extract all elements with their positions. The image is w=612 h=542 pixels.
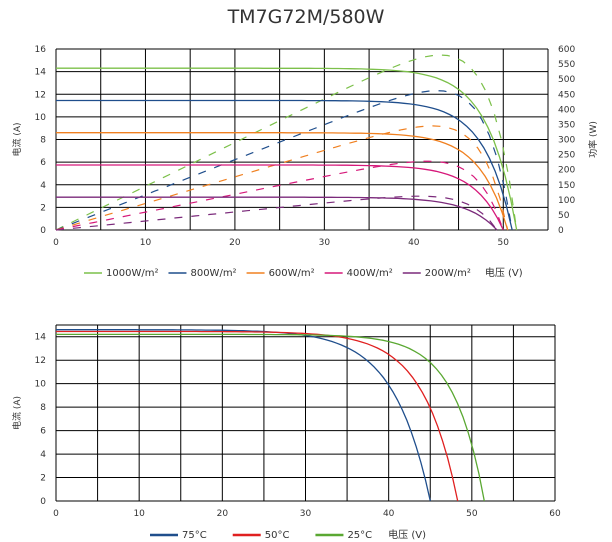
x-tick-label: 0 xyxy=(53,509,59,519)
x-tick-label: 10 xyxy=(140,238,152,248)
x-tick-label: 60 xyxy=(549,509,561,519)
y-tick-label: 12 xyxy=(35,356,46,366)
y2-tick-label: 150 xyxy=(558,181,575,191)
legend-label: 50°C xyxy=(265,530,290,541)
y2-tick-label: 250 xyxy=(558,151,575,161)
y2-tick-label: 350 xyxy=(558,120,575,130)
y2-tick-label: 500 xyxy=(558,75,575,85)
x-tick-label: 30 xyxy=(300,509,312,519)
y2-tick-label: 400 xyxy=(558,105,575,115)
legend-label: 200W/m² xyxy=(425,268,471,279)
iv-curve xyxy=(56,196,498,231)
x-tick-label: 20 xyxy=(229,238,241,248)
y-tick-label: 2 xyxy=(40,203,46,213)
y-tick-label: 8 xyxy=(40,136,46,146)
y2-tick-label: 600 xyxy=(558,45,575,55)
x-tick-label: 0 xyxy=(53,238,59,248)
x-tick-label: 30 xyxy=(319,238,331,248)
x-tick-label: 40 xyxy=(383,509,395,519)
legend-label: 25°C xyxy=(347,530,372,541)
x-tick-label: 10 xyxy=(133,509,145,519)
legend-label: 1000W/m² xyxy=(106,268,158,279)
iv-curve xyxy=(56,329,431,502)
power-curve xyxy=(55,195,498,231)
legend-label: 600W/m² xyxy=(269,268,315,279)
power-curve xyxy=(55,89,513,231)
y-tick-label: 16 xyxy=(35,45,47,55)
iv-curve xyxy=(56,99,513,231)
y-tick-label: 0 xyxy=(40,497,46,507)
y2-tick-label: 450 xyxy=(558,90,575,100)
power-curve xyxy=(55,54,518,231)
x-tick-label: 20 xyxy=(217,509,229,519)
chart-title: TM7G72M/580W xyxy=(227,6,385,28)
y-tick-label: 4 xyxy=(40,181,46,191)
x-tick-label: 50 xyxy=(466,509,478,519)
y-tick-label: 6 xyxy=(40,158,46,168)
y-tick-label: 2 xyxy=(40,474,46,484)
legend-label: 400W/m² xyxy=(347,268,393,279)
y-axis-label: 电流 (A) xyxy=(11,396,23,430)
y-tick-label: 6 xyxy=(40,427,46,437)
power-curve xyxy=(55,160,504,231)
x-axis-label: 电压 (V) xyxy=(485,266,523,279)
iv-curve xyxy=(56,333,485,502)
y2-tick-label: 100 xyxy=(558,196,575,206)
x-tick-label: 50 xyxy=(498,238,510,248)
y-tick-label: 10 xyxy=(35,380,47,390)
y-tick-label: 12 xyxy=(35,90,46,100)
iv-curve xyxy=(56,67,518,231)
y-tick-label: 0 xyxy=(40,226,46,236)
y-tick-label: 14 xyxy=(35,333,47,343)
y2-tick-label: 0 xyxy=(558,226,564,236)
y-tick-label: 14 xyxy=(35,68,47,78)
y-axis-label: 电流 (A) xyxy=(11,122,23,156)
y2-axis-label: 功率 (W) xyxy=(587,121,599,158)
y-tick-label: 8 xyxy=(40,403,46,413)
y-tick-label: 10 xyxy=(35,113,47,123)
x-tick-label: 40 xyxy=(408,238,420,248)
y2-tick-label: 550 xyxy=(558,60,575,70)
iv-curve xyxy=(56,164,504,231)
y2-tick-label: 50 xyxy=(558,211,570,221)
legend-label: 800W/m² xyxy=(190,268,236,279)
power-curve xyxy=(55,125,509,231)
x-axis-label: 电压 (V) xyxy=(388,528,426,541)
y2-tick-label: 300 xyxy=(558,136,575,146)
iv-curve xyxy=(56,132,509,231)
legend-label: 75°C xyxy=(182,530,207,541)
y-tick-label: 4 xyxy=(40,450,46,460)
iv-curve xyxy=(56,330,459,502)
y2-tick-label: 200 xyxy=(558,166,575,176)
